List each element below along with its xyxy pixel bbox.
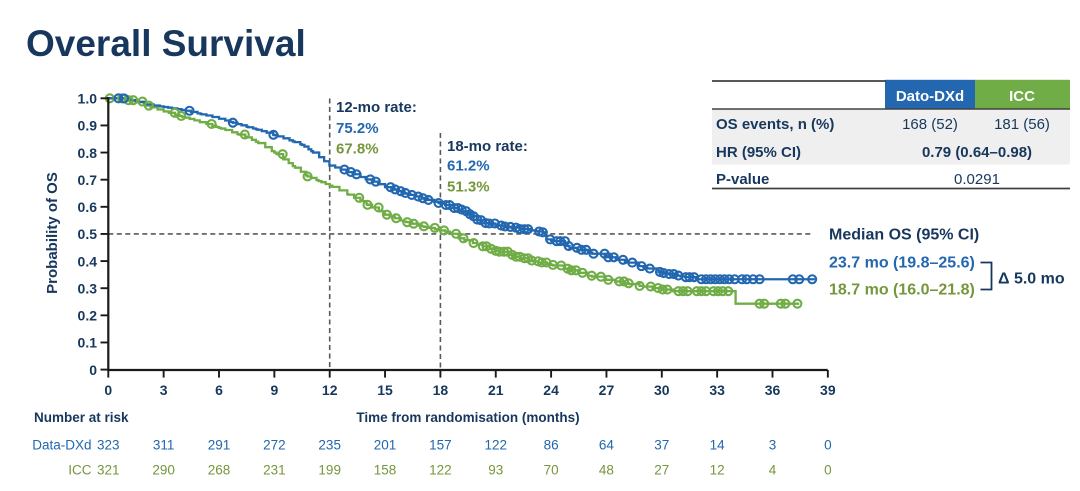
svg-text:0.0291: 0.0291 bbox=[954, 171, 1000, 188]
svg-text:0.4: 0.4 bbox=[78, 253, 98, 269]
svg-text:0.7: 0.7 bbox=[78, 172, 98, 188]
svg-text:235: 235 bbox=[318, 438, 341, 453]
svg-text:61.2%: 61.2% bbox=[447, 158, 490, 175]
svg-text:15: 15 bbox=[377, 382, 393, 398]
svg-text:ICC: ICC bbox=[68, 463, 92, 478]
svg-text:86: 86 bbox=[544, 438, 559, 453]
svg-text:0: 0 bbox=[104, 382, 112, 398]
svg-text:0.5: 0.5 bbox=[78, 226, 98, 242]
svg-text:0.1: 0.1 bbox=[78, 335, 98, 351]
svg-text:0: 0 bbox=[824, 463, 832, 478]
svg-text:Data-DXd: Data-DXd bbox=[32, 438, 91, 453]
svg-text:Δ 5.0 mo: Δ 5.0 mo bbox=[998, 271, 1065, 288]
svg-text:12: 12 bbox=[322, 382, 338, 398]
svg-text:18: 18 bbox=[433, 382, 449, 398]
svg-text:12: 12 bbox=[710, 463, 725, 478]
svg-text:27: 27 bbox=[654, 463, 669, 478]
svg-text:48: 48 bbox=[599, 463, 614, 478]
svg-text:122: 122 bbox=[484, 438, 507, 453]
svg-text:64: 64 bbox=[599, 438, 615, 453]
svg-text:HR (95% CI): HR (95% CI) bbox=[716, 144, 801, 161]
svg-text:181 (56): 181 (56) bbox=[994, 116, 1050, 133]
svg-text:4: 4 bbox=[769, 463, 777, 478]
svg-text:9: 9 bbox=[270, 382, 278, 398]
svg-text:323: 323 bbox=[97, 438, 120, 453]
svg-text:122: 122 bbox=[429, 463, 452, 478]
svg-text:290: 290 bbox=[152, 463, 175, 478]
svg-text:199: 199 bbox=[318, 463, 341, 478]
svg-text:37: 37 bbox=[654, 438, 669, 453]
svg-text:0.9: 0.9 bbox=[78, 118, 98, 134]
svg-text:1.0: 1.0 bbox=[78, 91, 98, 107]
svg-text:75.2%: 75.2% bbox=[336, 120, 379, 137]
svg-text:21: 21 bbox=[488, 382, 504, 398]
svg-text:33: 33 bbox=[709, 382, 725, 398]
svg-text:0.2: 0.2 bbox=[78, 308, 98, 324]
svg-text:12-mo rate:: 12-mo rate: bbox=[336, 99, 417, 116]
svg-text:311: 311 bbox=[153, 438, 175, 453]
svg-text:67.8%: 67.8% bbox=[336, 141, 379, 158]
svg-text:3: 3 bbox=[160, 382, 168, 398]
svg-text:Median OS (95% CI): Median OS (95% CI) bbox=[829, 226, 979, 243]
svg-text:51.3%: 51.3% bbox=[447, 178, 490, 195]
svg-text:157: 157 bbox=[429, 438, 452, 453]
svg-text:0.8: 0.8 bbox=[78, 145, 98, 161]
svg-text:231: 231 bbox=[263, 463, 286, 478]
svg-text:24: 24 bbox=[543, 382, 559, 398]
svg-text:23.7 mo (19.8–25.6): 23.7 mo (19.8–25.6) bbox=[829, 254, 975, 271]
svg-text:Probability of OS: Probability of OS bbox=[44, 172, 61, 294]
svg-text:OS events, n (%): OS events, n (%) bbox=[716, 116, 834, 133]
svg-text:36: 36 bbox=[765, 382, 781, 398]
svg-text:321: 321 bbox=[97, 463, 120, 478]
svg-text:30: 30 bbox=[654, 382, 670, 398]
svg-text:201: 201 bbox=[374, 438, 397, 453]
svg-text:268: 268 bbox=[208, 463, 231, 478]
svg-text:158: 158 bbox=[374, 463, 397, 478]
svg-text:14: 14 bbox=[710, 438, 726, 453]
svg-text:Overall Survival: Overall Survival bbox=[26, 23, 306, 64]
svg-text:ICC: ICC bbox=[1009, 88, 1035, 105]
svg-text:39: 39 bbox=[820, 382, 836, 398]
svg-text:272: 272 bbox=[263, 438, 286, 453]
svg-text:0: 0 bbox=[89, 362, 97, 378]
svg-text:P-value: P-value bbox=[716, 171, 769, 188]
svg-text:70: 70 bbox=[544, 463, 559, 478]
svg-text:0.79 (0.64–0.98): 0.79 (0.64–0.98) bbox=[922, 144, 1032, 161]
svg-text:93: 93 bbox=[488, 463, 503, 478]
svg-text:6: 6 bbox=[215, 382, 223, 398]
svg-text:18-mo rate:: 18-mo rate: bbox=[447, 138, 528, 155]
svg-text:Time from randomisation (month: Time from randomisation (months) bbox=[356, 410, 579, 425]
svg-text:Number at risk: Number at risk bbox=[34, 410, 129, 425]
svg-text:18.7 mo (16.0–21.8): 18.7 mo (16.0–21.8) bbox=[829, 282, 975, 299]
svg-text:3: 3 bbox=[769, 438, 777, 453]
svg-text:Dato-DXd: Dato-DXd bbox=[896, 88, 964, 105]
svg-text:0: 0 bbox=[824, 438, 832, 453]
svg-text:0.6: 0.6 bbox=[78, 199, 98, 215]
svg-text:291: 291 bbox=[208, 438, 231, 453]
svg-text:0.3: 0.3 bbox=[78, 280, 98, 296]
svg-text:27: 27 bbox=[599, 382, 615, 398]
svg-text:168 (52): 168 (52) bbox=[902, 116, 958, 133]
